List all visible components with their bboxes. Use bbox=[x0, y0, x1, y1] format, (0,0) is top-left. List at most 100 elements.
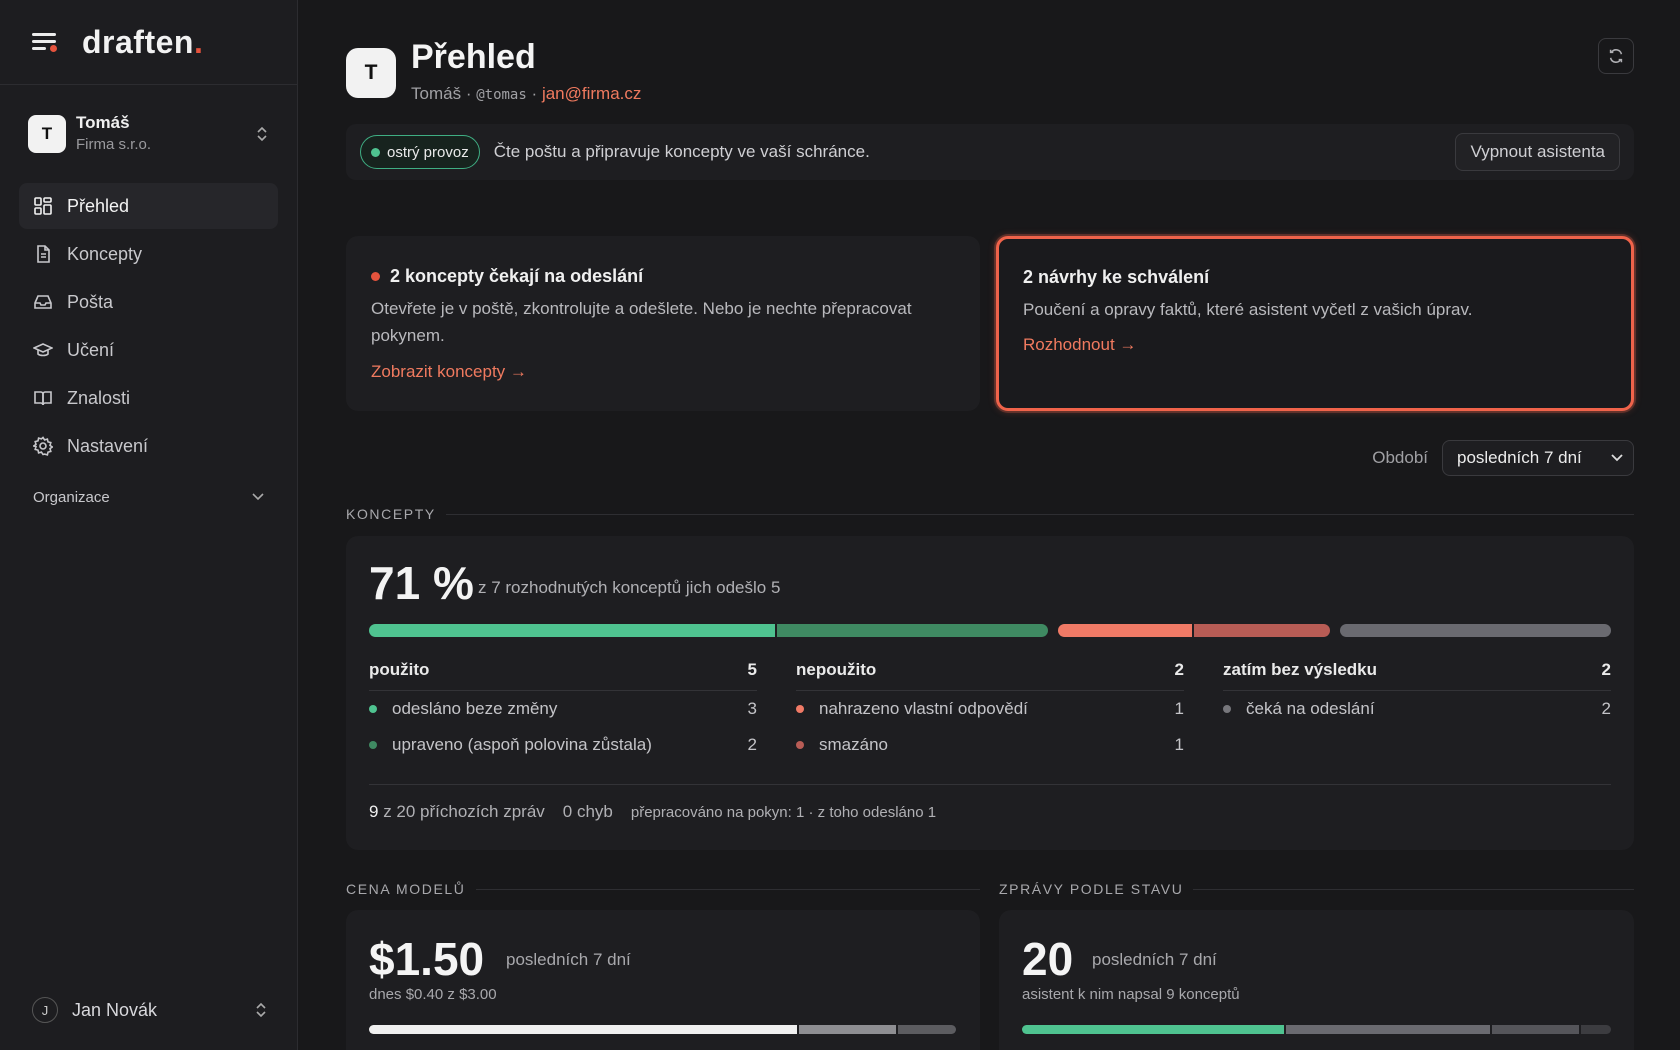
group-label: nepoužito bbox=[796, 660, 877, 679]
separator: · bbox=[465, 84, 472, 103]
brand-logo[interactable]: draften. bbox=[82, 23, 204, 60]
list-item: smazáno 1 bbox=[796, 727, 1184, 763]
gear-icon bbox=[33, 436, 53, 456]
group-count: 2 bbox=[1174, 660, 1184, 679]
list-item: odesláno beze změny 3 bbox=[369, 691, 757, 727]
messages-value: 20 bbox=[1022, 933, 1074, 985]
nav-item-prehled[interactable]: Přehled bbox=[19, 183, 278, 229]
nav-label: Učení bbox=[67, 339, 115, 360]
period-value: posledních 7 dní bbox=[1457, 448, 1582, 467]
refresh-button[interactable] bbox=[1598, 38, 1634, 74]
received-text: z 20 příchozích zpráv bbox=[383, 802, 545, 821]
account-org: Firma s.r.o. bbox=[76, 136, 152, 153]
approvals-text: Poučení a opravy faktů, které asistent v… bbox=[1023, 300, 1473, 319]
alert-dot bbox=[371, 272, 380, 281]
group-count: 5 bbox=[747, 660, 757, 679]
logo-row: draften. bbox=[0, 0, 297, 85]
decide-link[interactable]: Rozhodnout → bbox=[1023, 335, 1137, 354]
messages-period: posledních 7 dní bbox=[1092, 950, 1217, 969]
bar-segment-replaced bbox=[1058, 624, 1192, 637]
group-nepouzito: nepoužito 2 nahrazeno vlastní odpovědí 1 s… bbox=[796, 660, 1184, 763]
account-avatar: T bbox=[28, 115, 66, 153]
profile-avatar: T bbox=[346, 48, 396, 98]
nav-label: Přehled bbox=[67, 195, 130, 216]
account-name: Tomáš bbox=[76, 113, 130, 132]
cost-period: posledních 7 dní bbox=[506, 950, 631, 969]
chevron-down-icon bbox=[252, 493, 264, 501]
period-select[interactable]: posledních 7 dní bbox=[1442, 440, 1634, 476]
main-nav: Přehled Koncepty Pošta Učení Znalosti Na… bbox=[0, 183, 297, 469]
menu-icon[interactable] bbox=[32, 31, 60, 53]
organizace-toggle[interactable]: Organizace bbox=[0, 479, 297, 515]
group-label: použito bbox=[369, 660, 430, 679]
model-cost-card: $1.50 posledních 7 dní dnes $0.40 z $3.0… bbox=[346, 910, 980, 1050]
bar-segment-edited bbox=[777, 624, 1048, 637]
profile-handle: @tomas bbox=[476, 87, 527, 103]
profile-email-link[interactable]: jan@firma.cz bbox=[541, 84, 642, 103]
messages-bar-rest bbox=[1492, 1025, 1579, 1034]
group-count: 2 bbox=[1601, 660, 1611, 679]
cost-value: $1.50 bbox=[369, 933, 485, 985]
inbox-icon bbox=[34, 295, 52, 309]
list-item: čeká na odeslání 2 bbox=[1223, 691, 1611, 727]
cost-bar-mid bbox=[799, 1025, 896, 1034]
status-badge-label: ostrý provoz bbox=[387, 143, 469, 161]
errors-count: 0 chyb bbox=[562, 802, 613, 821]
outcome-columns: použito 5 odesláno beze změny 3 upraveno (… bbox=[369, 660, 1611, 763]
approvals-card: 2 návrhy ke schválení Poučení a opravy f… bbox=[996, 236, 1634, 411]
messages-bar-other bbox=[1286, 1025, 1490, 1034]
drafts-footer-stats: 9 z 20 příchozích zpráv 0 chyb přepracov… bbox=[369, 802, 936, 822]
section-heading-zpravy: ZPRÁVY PODLE STAVU bbox=[999, 881, 1634, 897]
profile-subline: Tomáš · @tomas · jan@firma.cz bbox=[411, 84, 641, 104]
user-name: Jan Novák bbox=[72, 999, 158, 1020]
user-menu[interactable]: J Jan Novák bbox=[32, 992, 267, 1028]
show-drafts-link[interactable]: Zobrazit koncepty → bbox=[371, 362, 527, 381]
nav-label: Znalosti bbox=[67, 387, 131, 408]
cost-bar-used bbox=[369, 1025, 797, 1034]
nav-label: Koncepty bbox=[67, 243, 143, 264]
drafts-pending-title: 2 koncepty čekají na odeslání bbox=[371, 266, 643, 287]
cost-bar-rest bbox=[898, 1025, 956, 1034]
sent-percent-subtitle: z 7 rozhodnutých konceptů jich odešlo 5 bbox=[478, 578, 781, 597]
group-pouzito: použito 5 odesláno beze změny 3 upraveno (… bbox=[369, 660, 757, 763]
drafts-pending-text: Otevřete je v poště, zkontrolujte a odeš… bbox=[371, 299, 912, 345]
graduation-cap-icon bbox=[33, 343, 53, 357]
received-count: 9 bbox=[369, 802, 379, 821]
document-icon bbox=[37, 245, 50, 263]
nav-item-znalosti[interactable]: Znalosti bbox=[19, 375, 278, 421]
messages-bar-drafted bbox=[1022, 1025, 1284, 1034]
group-label: zatím bez výsledku bbox=[1223, 660, 1378, 679]
drafts-pending-card: 2 koncepty čekají na odeslání Otevřete j… bbox=[346, 236, 980, 411]
cost-today: dnes $0.40 z $3.00 bbox=[369, 986, 497, 1003]
reworked-info: přepracováno na pokyn: 1 · z toho odeslá… bbox=[630, 804, 937, 821]
organizace-label: Organizace bbox=[33, 488, 110, 506]
drafts-stats-card: 71 % z 7 rozhodnutých konceptů jich odeš… bbox=[346, 536, 1634, 850]
list-item: upraveno (aspoň polovina zůstala) 2 bbox=[369, 727, 757, 763]
nav-item-nastaveni[interactable]: Nastavení bbox=[19, 423, 278, 469]
status-badge: ostrý provoz bbox=[360, 135, 480, 169]
account-switcher[interactable]: T Tomáš Firma s.r.o. bbox=[0, 85, 297, 183]
period-label: Období bbox=[1372, 448, 1428, 467]
bar-segment-pending bbox=[1340, 624, 1611, 637]
refresh-icon bbox=[1609, 49, 1623, 63]
separator: · bbox=[531, 84, 538, 103]
assistant-status-bar: ostrý provoz Čte poštu a připravuje konc… bbox=[346, 124, 1634, 180]
user-avatar: J bbox=[32, 997, 58, 1023]
period-filter: Období posledních 7 dní bbox=[1372, 440, 1634, 476]
status-text: Čte poštu a připravuje koncepty ve vaší … bbox=[493, 142, 870, 161]
messages-by-status-card: 20 posledních 7 dní asistent k nim napsa… bbox=[999, 910, 1634, 1050]
chevron-down-icon bbox=[1611, 454, 1623, 462]
messages-bar-tail bbox=[1581, 1025, 1611, 1034]
sent-percent: 71 % bbox=[369, 557, 474, 609]
nav-item-posta[interactable]: Pošta bbox=[19, 279, 278, 325]
messages-note: asistent k nim napsal 9 konceptů bbox=[1022, 986, 1240, 1003]
approvals-title: 2 návrhy ke schválení bbox=[1023, 267, 1210, 287]
nav-item-koncepty[interactable]: Koncepty bbox=[19, 231, 278, 277]
bar-segment-sent-unchanged bbox=[369, 624, 775, 637]
nav-item-uceni[interactable]: Učení bbox=[19, 327, 278, 373]
page-header: T Přehled Tomáš · @tomas · jan@firma.cz bbox=[346, 38, 1634, 108]
disable-assistant-button[interactable]: Vypnout asistenta bbox=[1455, 133, 1620, 171]
nav-label: Nastavení bbox=[67, 435, 149, 456]
outcome-bar bbox=[369, 624, 1611, 637]
book-icon bbox=[34, 391, 52, 406]
